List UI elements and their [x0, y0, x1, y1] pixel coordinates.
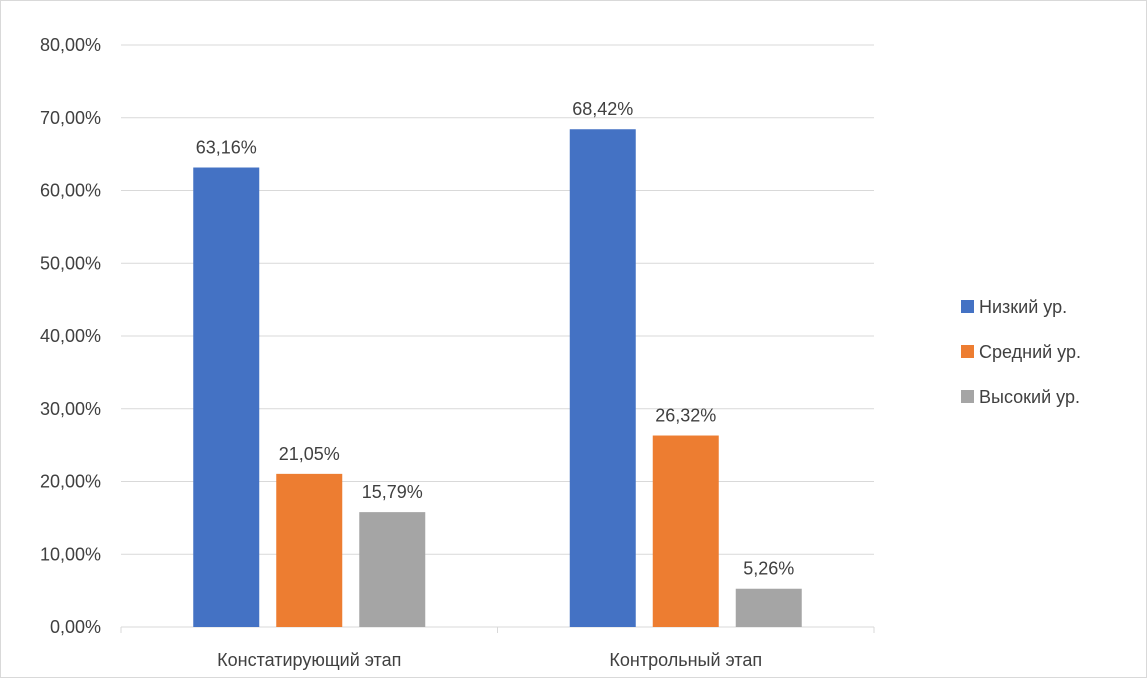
legend-swatch: [961, 345, 974, 358]
data-label: 21,05%: [279, 444, 340, 464]
bar: [652, 435, 719, 627]
bar: [193, 167, 260, 628]
legend-swatch: [961, 390, 974, 403]
legend: Низкий ур. Средний ур. Высокий ур.: [961, 297, 1081, 407]
legend-swatch: [961, 300, 974, 313]
legend-label: Высокий ур.: [979, 387, 1080, 407]
data-label: 26,32%: [655, 406, 716, 426]
bar: [735, 588, 802, 627]
y-tick-label: 20,00%: [40, 472, 101, 492]
y-tick-label: 10,00%: [40, 544, 101, 564]
bar: [276, 473, 343, 627]
y-tick-label: 0,00%: [50, 617, 101, 637]
y-tick-label: 80,00%: [40, 35, 101, 55]
data-labels: 63,16% 21,05% 15,79% 68,42% 26,32% 5,26%: [196, 99, 795, 578]
legend-label: Низкий ур.: [979, 297, 1067, 317]
y-tick-label: 70,00%: [40, 108, 101, 128]
data-label: 63,16%: [196, 138, 257, 158]
y-tick-label: 30,00%: [40, 399, 101, 419]
y-tick-label: 50,00%: [40, 253, 101, 273]
data-label: 5,26%: [743, 559, 794, 579]
bars: [193, 129, 802, 628]
y-tick-label: 40,00%: [40, 326, 101, 346]
data-label: 68,42%: [572, 99, 633, 119]
x-category-label: Контрольный этап: [609, 650, 762, 670]
legend-label: Средний ур.: [979, 342, 1081, 362]
data-label: 15,79%: [362, 482, 423, 502]
bar: [569, 129, 636, 627]
bar: [359, 512, 426, 627]
x-category-label: Констатирующий этап: [217, 650, 401, 670]
axes: 0,00% 10,00% 20,00% 30,00% 40,00% 50,00% 60,00…: [40, 35, 875, 670]
y-tick-label: 60,00%: [40, 181, 101, 201]
